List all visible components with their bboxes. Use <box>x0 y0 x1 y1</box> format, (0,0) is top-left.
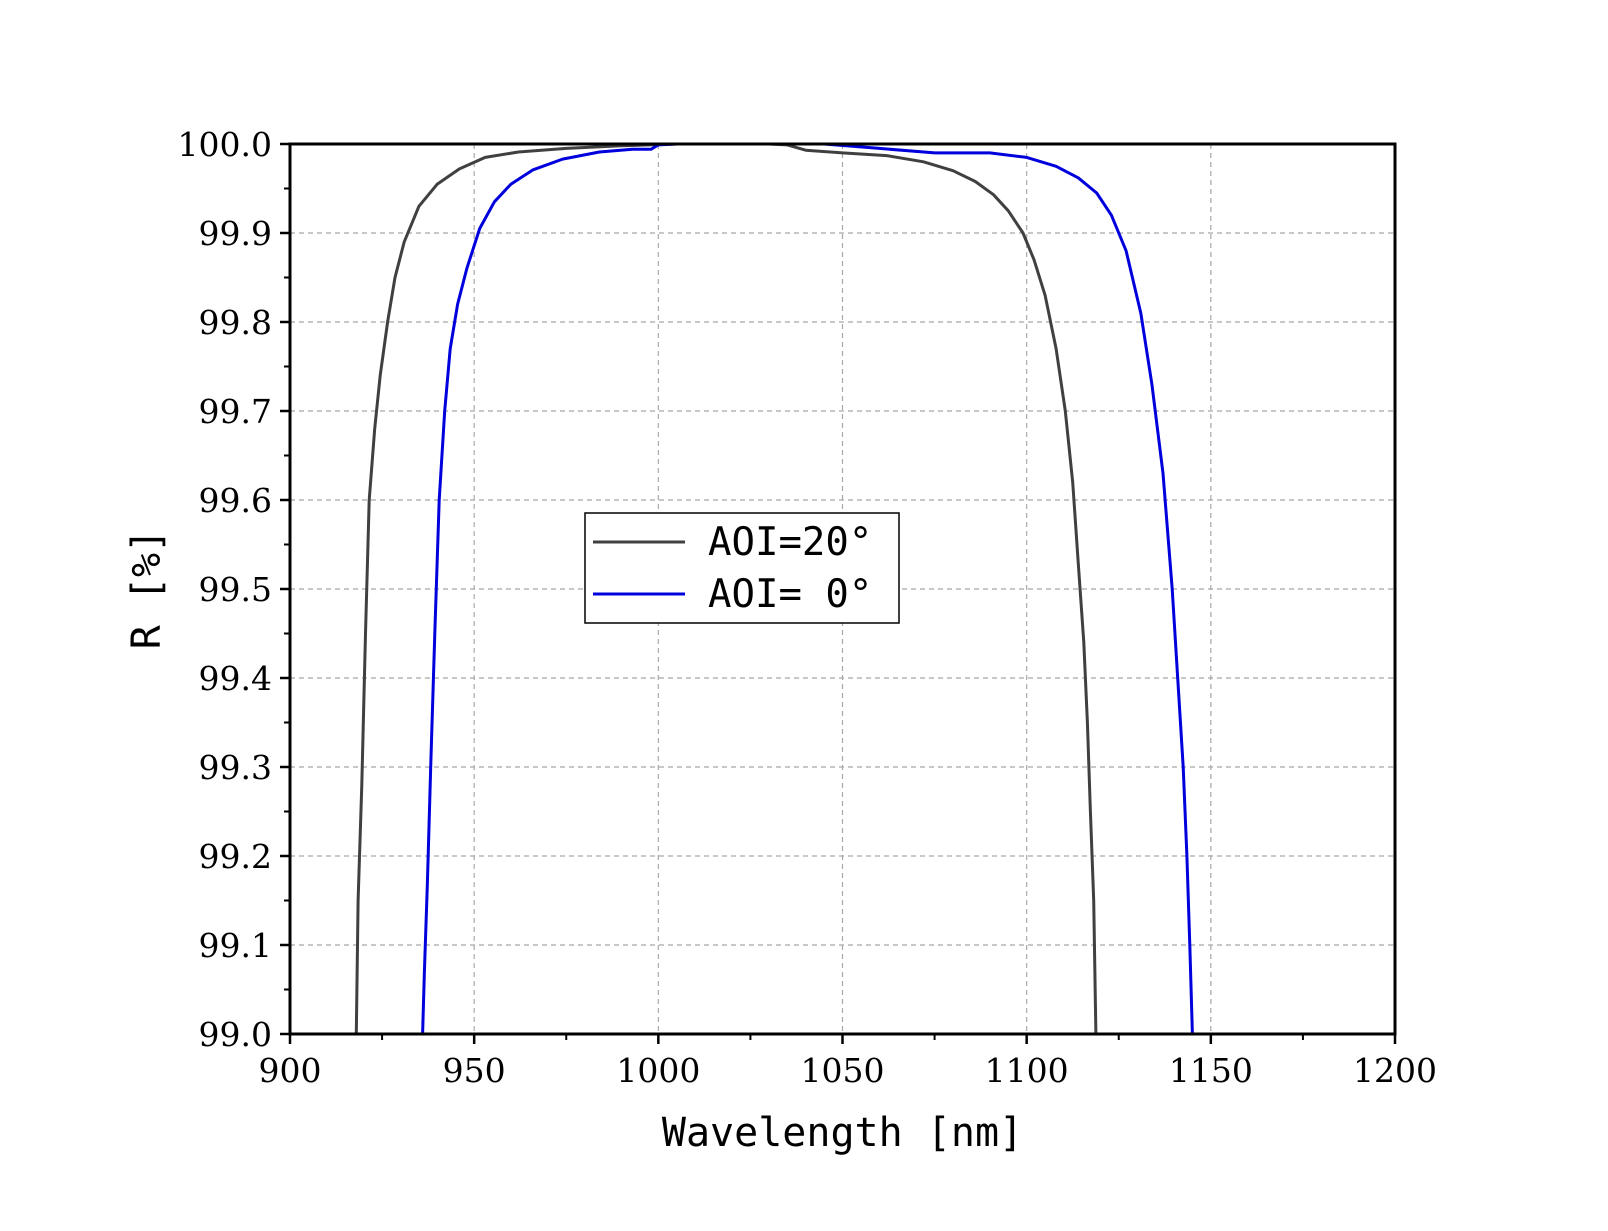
x-tick-label: 1200 <box>1353 1051 1437 1090</box>
y-tick-label: 99.7 <box>199 392 272 431</box>
y-tick-label: 99.0 <box>199 1015 272 1054</box>
legend-label-aoi-0: AOI= 0° <box>708 572 872 617</box>
y-tick-label: 100.0 <box>178 125 272 164</box>
x-tick-label: 1000 <box>616 1051 700 1090</box>
y-tick-label: 99.3 <box>199 748 272 787</box>
x-tick-label: 1150 <box>1169 1051 1253 1090</box>
x-tick-label: 1050 <box>801 1051 885 1090</box>
x-tick-label: 1100 <box>985 1051 1069 1090</box>
x-axis-title: Wavelength [nm] <box>662 1110 1023 1156</box>
tick-labels: 900 950 1000 1050 1100 1150 1200 99.0 99.1 99.2 99… <box>178 125 1437 1090</box>
y-tick-label: 99.2 <box>199 837 272 876</box>
x-tick-label: 950 <box>443 1051 506 1090</box>
y-tick-label: 99.6 <box>199 481 272 520</box>
y-tick-label: 99.4 <box>199 659 272 698</box>
y-tick-label: 99.1 <box>199 926 272 965</box>
y-tick-label: 99.5 <box>199 570 272 609</box>
y-tick-label: 99.9 <box>199 214 272 253</box>
legend-label-aoi-20: AOI=20° <box>708 520 872 565</box>
legend: AOI=20° AOI= 0° <box>584 512 900 624</box>
legend-box <box>584 512 900 624</box>
x-tick-label: 900 <box>259 1051 322 1090</box>
axis-ticks <box>280 142 1397 1044</box>
y-axis-title: R [%] <box>124 529 170 649</box>
y-tick-label: 99.8 <box>199 303 272 342</box>
